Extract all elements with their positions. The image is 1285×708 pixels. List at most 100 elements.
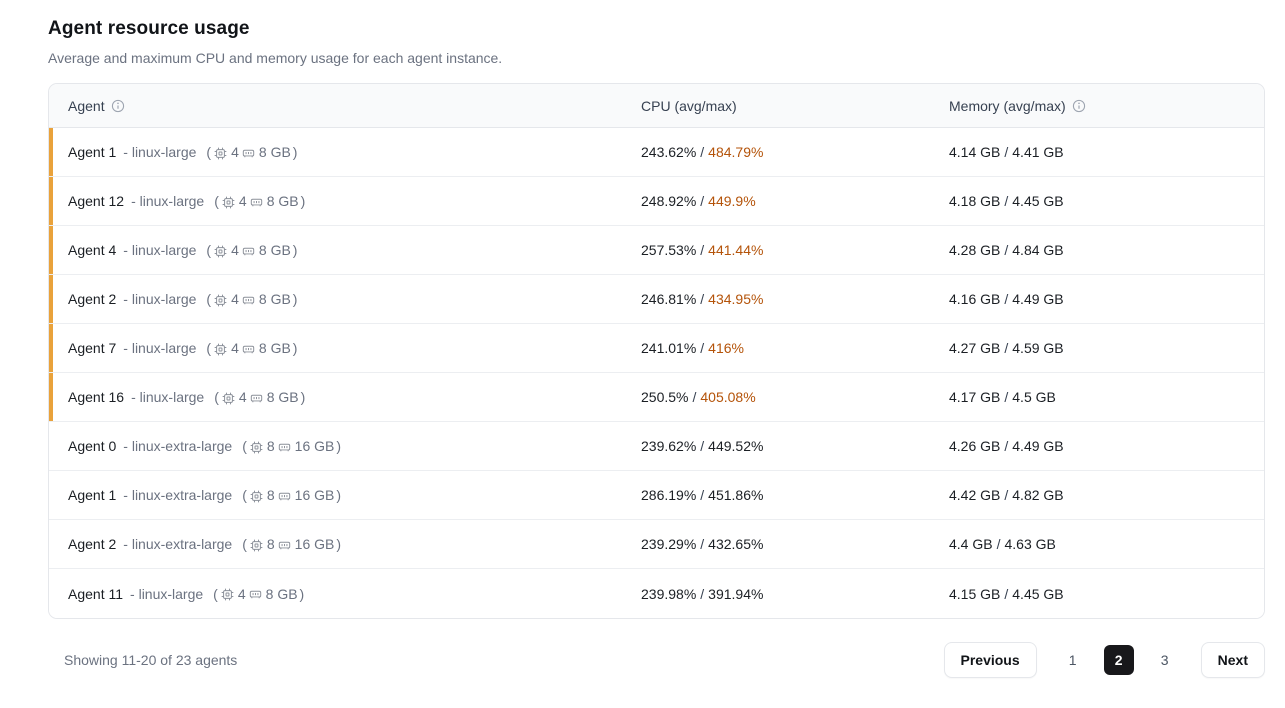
cpu-usage-cell: 286.19%/451.86% [641,487,949,503]
high-usage-stripe [49,471,53,519]
page-subtitle: Average and maximum CPU and memory usage… [48,50,503,66]
memory-stick-icon [278,490,291,503]
page-number-2-active[interactable]: 2 [1103,645,1134,675]
cpu-usage-cell: 239.29%/432.65% [641,536,949,552]
agent-cell: Agent 11 - linux-large (4 8 GB) [49,586,641,602]
table-row[interactable]: Agent 1 - linux-large (4 8 GB) 243.62%/48… [49,128,1264,177]
agent-spec: (4 8 GB) [206,340,298,356]
table-row[interactable]: Agent 2 - linux-large (4 8 GB) 246.81%/43… [49,275,1264,324]
next-page-button[interactable]: Next [1200,642,1265,678]
memory-usage-cell: 4.14 GB/4.41 GB [949,144,1264,160]
memory-stick-icon [249,588,262,601]
column-header-memory: Memory (avg/max) [949,98,1264,114]
cpu-chip-icon [214,147,227,160]
value-separator: / [692,389,697,405]
agent-spec: (4 8 GB) [214,389,306,405]
cpu-chip-icon [250,539,263,552]
agent-spec: (4 8 GB) [206,242,298,258]
value-separator: / [1004,291,1009,307]
table-row[interactable]: Agent 0 - linux-extra-large (8 16 GB) 239… [49,422,1264,471]
cpu-avg-value: 239.98% [641,585,697,602]
table-row[interactable]: Agent 1 - linux-extra-large (8 16 GB) 286… [49,471,1264,520]
column-header-cpu: CPU (avg/max) [641,98,949,114]
column-header-agent: Agent [49,98,641,114]
column-header-cpu-label: CPU (avg/max) [641,97,737,114]
cpu-usage-cell: 241.01%/416% [641,340,949,356]
info-icon[interactable] [111,99,125,113]
page-number-3[interactable]: 3 [1160,652,1169,668]
table-row[interactable]: Agent 12 - linux-large (4 8 GB) 248.92%/4… [49,177,1264,226]
cpu-max-value: 449.9% [708,193,756,209]
agents-table: Agent CPU (avg/max) Memory (avg/max) Age… [48,83,1265,619]
cpu-chip-icon [214,294,227,307]
cpu-chip-icon [250,441,263,454]
memory-max-value: 4.45 GB [1012,193,1064,209]
agent-instance-type: - linux-large [123,291,197,307]
cpu-chip-icon [222,392,235,405]
high-usage-stripe [49,569,53,618]
memory-avg-value: 4.16 GB [949,291,1001,307]
table-header-row: Agent CPU (avg/max) Memory (avg/max) [49,84,1264,128]
cpu-usage-cell: 250.5%/405.08% [641,389,949,405]
cpu-usage-cell: 248.92%/449.9% [641,193,949,209]
value-separator: / [1004,585,1009,602]
agent-spec: (8 16 GB) [242,438,342,454]
memory-usage-cell: 4.16 GB/4.49 GB [949,291,1264,307]
value-separator: / [1004,487,1009,503]
memory-avg-value: 4.42 GB [949,487,1001,503]
agent-spec: (4 8 GB) [206,291,298,307]
memory-max-value: 4.49 GB [1012,438,1064,454]
cpu-max-value: 432.65% [708,536,764,552]
value-separator: / [700,144,705,160]
memory-stick-icon [250,196,263,209]
cpu-avg-value: 286.19% [641,487,697,503]
value-separator: / [700,291,705,307]
value-separator: / [1004,144,1009,160]
high-usage-stripe [49,520,53,568]
memory-max-value: 4.82 GB [1012,487,1064,503]
agent-cell: Agent 1 - linux-extra-large (8 16 GB) [49,487,641,503]
memory-stick-icon [242,245,255,258]
agent-name: Agent 12 [68,193,125,209]
agent-instance-type: - linux-extra-large [123,536,233,552]
high-usage-stripe [49,324,53,372]
memory-usage-cell: 4.15 GB/4.45 GB [949,586,1264,602]
memory-usage-cell: 4.27 GB/4.59 GB [949,340,1264,356]
memory-max-value: 4.5 GB [1012,389,1056,405]
memory-avg-value: 4.27 GB [949,340,1001,356]
value-separator: / [700,438,705,454]
memory-stick-icon [278,539,291,552]
value-separator: / [996,536,1001,552]
info-icon[interactable] [1072,99,1086,113]
agent-cell: Agent 1 - linux-large (4 8 GB) [49,144,641,160]
table-row[interactable]: Agent 16 - linux-large (4 8 GB) 250.5%/40… [49,373,1264,422]
previous-page-button[interactable]: Previous [943,642,1037,678]
cpu-chip-icon [222,196,235,209]
memory-stick-icon [242,147,255,160]
agent-instance-type: - linux-large [130,585,204,602]
memory-stick-icon [242,294,255,307]
cpu-max-value: 391.94% [708,585,764,602]
memory-avg-value: 4.28 GB [949,242,1001,258]
agent-name: Agent 7 [68,340,117,356]
high-usage-stripe [49,226,53,274]
table-row[interactable]: Agent 2 - linux-extra-large (8 16 GB) 239… [49,520,1264,569]
cpu-max-value: 484.79% [708,144,764,160]
agent-cell: Agent 16 - linux-large (4 8 GB) [49,389,641,405]
value-separator: / [700,340,705,356]
memory-avg-value: 4.18 GB [949,193,1001,209]
memory-avg-value: 4.26 GB [949,438,1001,454]
table-row[interactable]: Agent 4 - linux-large (4 8 GB) 257.53%/44… [49,226,1264,275]
high-usage-stripe [49,128,53,176]
agent-name: Agent 2 [68,291,117,307]
agent-name: Agent 16 [68,389,125,405]
memory-stick-icon [242,343,255,356]
agent-spec: (4 8 GB) [206,144,298,160]
page-number-1[interactable]: 1 [1068,652,1077,668]
memory-usage-cell: 4.28 GB/4.84 GB [949,242,1264,258]
table-row[interactable]: Agent 11 - linux-large (4 8 GB) 239.98% / 3… [49,569,1264,618]
table-row[interactable]: Agent 7 - linux-large (4 8 GB) 241.01%/41… [49,324,1264,373]
high-usage-stripe [49,275,53,323]
agent-cell: Agent 2 - linux-extra-large (8 16 GB) [49,536,641,552]
column-header-memory-label: Memory (avg/max) [949,97,1066,114]
